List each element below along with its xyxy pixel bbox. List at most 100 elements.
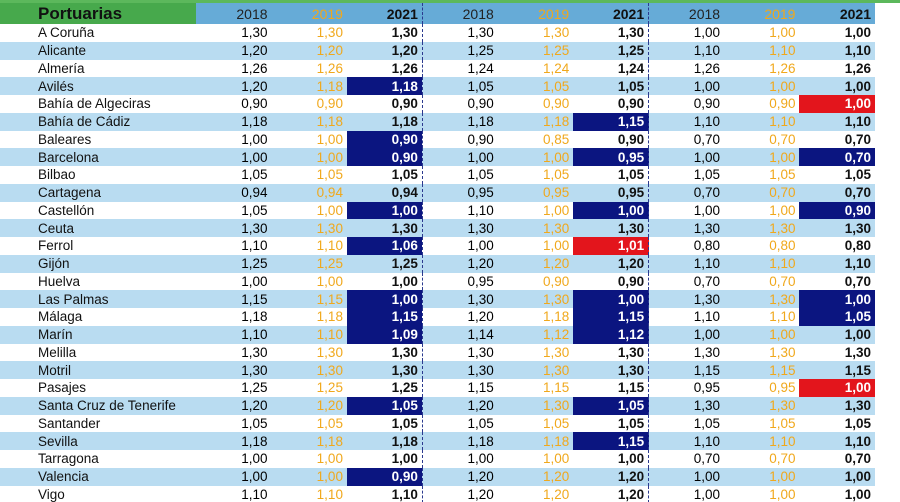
coefficient-cell: 1,00: [648, 485, 725, 502]
coefficient-cell: 1,10: [648, 41, 725, 60]
coefficient-cell: 1,15: [648, 361, 725, 379]
coefficient-cell: 1,05: [346, 396, 423, 415]
coefficient-cell: 1,05: [422, 414, 498, 433]
table-row: Barcelona 1,00 1,00 0,90 1,00 1,00 0,95 1,00 1,0…: [0, 148, 875, 166]
table-row: Santander 1,05 1,05 1,05 1,05 1,05 1,05 1,05 1,0…: [0, 414, 875, 433]
coefficient-cell: 1,20: [196, 77, 272, 95]
coefficient-cell: 1,05: [497, 77, 574, 95]
coefficient-cell: 1,05: [573, 77, 650, 95]
coefficient-cell: 1,05: [346, 166, 423, 184]
coefficient-cell: 0,95: [648, 379, 725, 397]
table-row: Bilbao 1,05 1,05 1,05 1,05 1,05 1,05 1,05 1,05 1,…: [0, 166, 875, 184]
coefficient-cell: 0,94: [346, 183, 423, 202]
coefficient-cell: 1,24: [422, 59, 498, 78]
coefficient-cell: 1,20: [346, 41, 423, 60]
coefficient-cell: 1,30: [799, 396, 875, 415]
coefficient-cell: 1,00: [724, 201, 800, 220]
coefficient-cell: 1,15: [573, 112, 650, 131]
coefficient-cell: 1,00: [422, 450, 498, 468]
coefficient-cell: 1,00: [271, 130, 347, 149]
coefficient-cell: 1,15: [271, 290, 347, 308]
coefficient-cell: 1,00: [346, 290, 423, 308]
coefficient-cell: 1,18: [346, 112, 423, 131]
coefficient-cell: 1,26: [196, 59, 272, 78]
coefficient-cell: 1,30: [196, 343, 272, 362]
year-header: 2019: [497, 3, 574, 24]
table-row: Marín 1,10 1,10 1,09 1,14 1,12 1,12 1,00 1,00 1,0…: [0, 325, 875, 344]
coefficient-cell: 1,18: [422, 432, 498, 450]
coefficient-cell: 1,30: [346, 24, 423, 42]
port-name: Avilés: [0, 77, 197, 95]
coefficient-cell: 1,00: [799, 467, 875, 486]
coefficient-cell: 0,90: [573, 95, 650, 113]
coefficient-cell: 0,90: [422, 130, 498, 149]
coefficient-cell: 1,00: [196, 272, 272, 291]
coefficient-cell: 1,10: [648, 254, 725, 273]
coefficient-cell: 1,05: [346, 414, 423, 433]
coefficient-cell: 1,30: [196, 24, 272, 42]
coefficient-cell: 1,26: [648, 59, 725, 78]
coefficient-cell: 0,90: [799, 201, 875, 220]
year-header: 2018: [422, 3, 498, 24]
coefficient-cell: 0,90: [724, 95, 800, 113]
coefficient-cell: 0,95: [573, 148, 650, 166]
coefficient-cell: 0,90: [346, 95, 423, 113]
port-name: Almería: [0, 59, 197, 78]
coefficient-cell: 1,00: [271, 450, 347, 468]
coefficient-cell: 1,25: [497, 41, 574, 60]
coefficient-cell: 1,30: [422, 290, 498, 308]
coefficient-cell: 1,30: [724, 219, 800, 237]
coefficient-cell: 1,30: [271, 24, 347, 42]
table-row: Vigo 1,10 1,10 1,10 1,20 1,20 1,20 1,00 1,00 1,00: [0, 485, 875, 502]
coefficient-cell: 1,15: [573, 308, 650, 326]
coefficient-cell: 1,00: [724, 467, 800, 486]
coefficient-cell: 1,25: [422, 41, 498, 60]
top-accent-bar: [0, 0, 900, 3]
coefficient-cell: 1,10: [799, 41, 875, 60]
coefficient-cell: 1,09: [346, 325, 423, 344]
coefficient-cell: 1,00: [799, 77, 875, 95]
coefficient-cell: 1,05: [422, 166, 498, 184]
coefficient-cell: 0,94: [196, 183, 272, 202]
coefficient-cell: 1,30: [346, 219, 423, 237]
coefficient-cell: 1,18: [196, 432, 272, 450]
coefficient-cell: 1,00: [422, 237, 498, 255]
coefficient-cell: 1,05: [196, 201, 272, 220]
coefficient-cell: 1,26: [724, 59, 800, 78]
coefficient-cell: 0,85: [497, 130, 574, 149]
port-name: Málaga: [0, 308, 197, 326]
port-name: Marín: [0, 325, 197, 344]
coefficient-cell: 1,18: [497, 112, 574, 131]
coefficient-cell: 1,30: [422, 24, 498, 42]
coefficient-cell: 1,12: [497, 325, 574, 344]
coefficient-cell: 0,90: [196, 95, 272, 113]
coefficient-cell: 1,15: [724, 361, 800, 379]
coefficient-cell: 1,20: [422, 485, 498, 502]
table-row: Las Palmas 1,15 1,15 1,00 1,30 1,30 1,00 1,30 1,…: [0, 290, 875, 308]
coefficient-cell: 1,30: [196, 361, 272, 379]
table-body: A Coruña 1,30 1,30 1,30 1,30 1,30 1,30 1,00 1,00…: [0, 24, 875, 502]
coefficient-cell: 0,80: [724, 237, 800, 255]
coefficient-cell: 0,90: [346, 467, 423, 486]
coefficient-cell: 1,15: [422, 379, 498, 397]
coefficient-cell: 1,05: [724, 166, 800, 184]
coefficient-cell: 1,00: [271, 467, 347, 486]
table-row: Almería 1,26 1,26 1,26 1,24 1,24 1,24 1,26 1,26 1…: [0, 59, 875, 78]
coefficient-cell: 1,05: [271, 414, 347, 433]
header-row: Portuarias 2018 2019 2021 2018 2019 2021…: [0, 3, 875, 24]
coefficient-cell: 1,01: [573, 237, 650, 255]
coefficient-cell: 1,10: [196, 325, 272, 344]
coefficient-cell: 1,30: [724, 396, 800, 415]
port-name: Santander: [0, 414, 197, 433]
coefficient-cell: 1,00: [648, 77, 725, 95]
coefficient-cell: 1,00: [799, 95, 875, 113]
coefficient-cell: 1,20: [497, 467, 574, 486]
coefficient-cell: 1,10: [724, 254, 800, 273]
coefficient-cell: 0,70: [799, 272, 875, 291]
coefficient-cell: 1,30: [346, 361, 423, 379]
coefficient-cell: 1,00: [422, 148, 498, 166]
coefficient-cell: 1,30: [799, 219, 875, 237]
coefficient-cell: 1,05: [573, 166, 650, 184]
port-name: Barcelona: [0, 148, 197, 166]
port-name: Motril: [0, 361, 197, 379]
